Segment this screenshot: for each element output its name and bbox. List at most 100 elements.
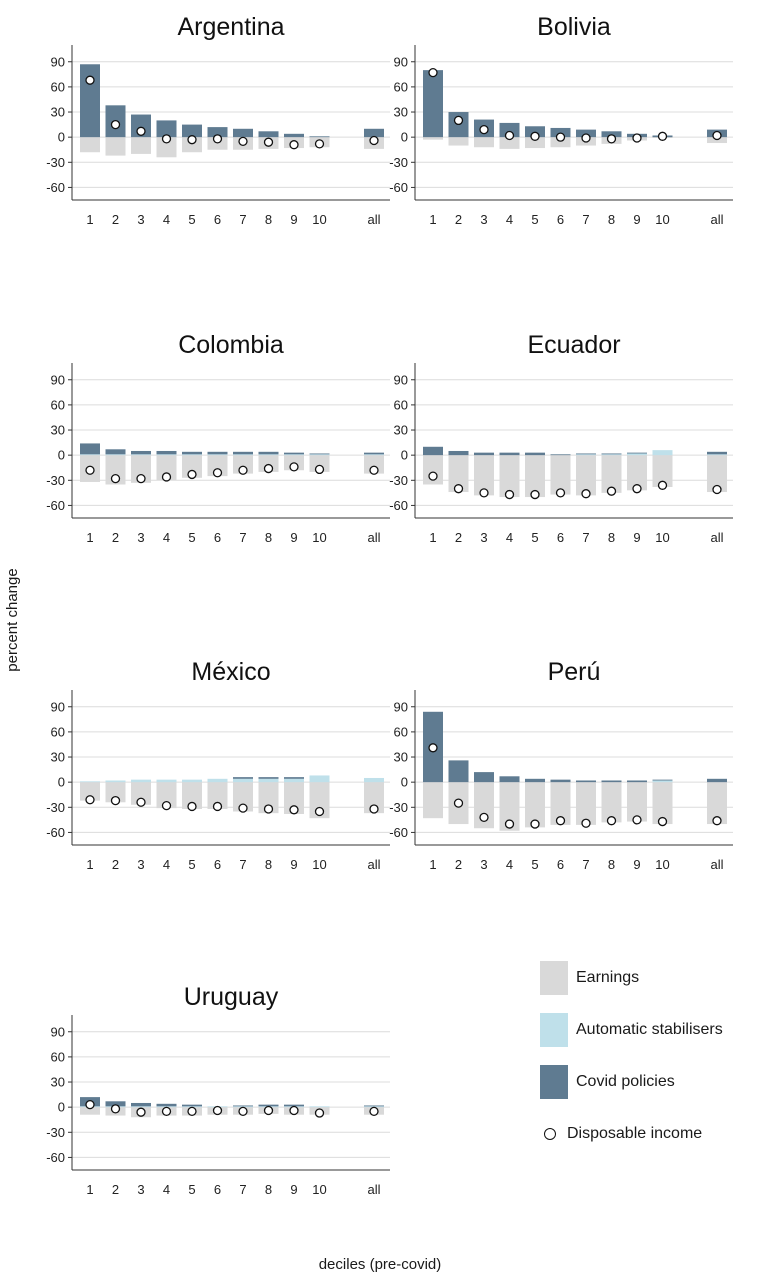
bar-earnings — [156, 455, 177, 481]
bar-earnings — [105, 782, 126, 803]
point-disposable-income — [632, 133, 642, 143]
point-disposable-income — [187, 135, 197, 145]
y-tick-label: 60 — [51, 724, 65, 739]
panel-uruguay: Uruguay 90 60 30 0 -30 -60 1 2 3 4 5 6 7 8 9 10 all — [46, 983, 390, 1197]
point-disposable-income — [314, 1108, 325, 1118]
bar-automatic-stabilisers — [284, 454, 304, 456]
panel-argentina: Argentina 90 60 30 0 -30 -60 1 2 3 4 5 6 7 8 9 10 all — [46, 13, 390, 227]
bar-covid-policies — [309, 136, 330, 138]
bar-earnings — [499, 782, 520, 831]
x-tick-label: 6 — [557, 530, 564, 545]
bar-earnings — [131, 455, 151, 483]
bar-covid-policies — [258, 1104, 279, 1107]
bar-earnings — [105, 137, 126, 156]
y-tick-label: 30 — [51, 105, 65, 120]
x-tick-label: 8 — [608, 857, 615, 872]
point-disposable-income — [504, 819, 515, 829]
bar-earnings — [105, 455, 126, 485]
x-tick-label: 9 — [633, 530, 640, 545]
x-tick-label: 7 — [239, 1182, 246, 1197]
x-tick-label: 1 — [429, 212, 436, 227]
bar-automatic-stabilisers — [309, 1106, 330, 1108]
bar-earnings — [364, 455, 384, 474]
bar-automatic-stabilisers — [309, 454, 330, 456]
y-tick-label: 0 — [401, 448, 408, 463]
chart-title: México — [191, 658, 270, 686]
x-tick-label: all — [710, 857, 723, 872]
point-disposable-income — [85, 75, 95, 85]
bar-earnings — [525, 137, 545, 149]
bar-automatic-stabilisers — [284, 778, 304, 783]
bar-automatic-stabilisers — [182, 779, 202, 783]
bar-automatic-stabilisers — [105, 780, 126, 783]
bar-earnings — [474, 455, 494, 496]
y-tick-label: 90 — [51, 54, 65, 69]
x-tick-label: 10 — [312, 212, 326, 227]
point-disposable-income — [504, 130, 515, 141]
point-disposable-income — [85, 465, 95, 475]
x-tick-label: 10 — [312, 530, 326, 545]
bar-earnings — [423, 782, 443, 819]
x-tick-label: 6 — [214, 212, 221, 227]
legend-label-earnings: Earnings — [576, 969, 640, 986]
bar-covid-policies — [652, 779, 673, 781]
y-tick-label: 30 — [394, 105, 408, 120]
y-tick-label: 60 — [394, 79, 408, 94]
bar-earnings — [284, 782, 304, 814]
y-tick-label: 60 — [51, 1049, 65, 1064]
bar-earnings — [258, 782, 279, 814]
x-tick-label: 3 — [480, 857, 487, 872]
bar-covid-policies — [364, 128, 384, 138]
point-disposable-income — [555, 816, 566, 826]
y-tick-label: 0 — [401, 775, 408, 790]
legend-label-covid-policies: Covid policies — [576, 1073, 675, 1090]
y-tick-label: -30 — [46, 155, 65, 170]
x-tick-label: 4 — [163, 212, 170, 227]
y-tick-label: 30 — [394, 750, 408, 765]
panel-bolivia: Bolivia 90 60 30 0 -30 -60 1 2 3 4 5 6 7 8 9 10 all — [389, 13, 733, 227]
y-axis-label: percent change — [4, 568, 21, 672]
bar-earnings — [652, 782, 673, 825]
legend-label-automatic-stabilisers: Automatic stabilisers — [576, 1021, 723, 1038]
bar-earnings — [707, 455, 727, 493]
legend-item-disposable-income: Disposable income — [540, 1116, 702, 1152]
y-tick-label: -30 — [46, 473, 65, 488]
point-disposable-income — [428, 743, 438, 753]
y-tick-label: 0 — [58, 130, 65, 145]
point-disposable-income — [657, 480, 668, 490]
point-disposable-income — [212, 801, 223, 812]
bar-automatic-stabilisers — [207, 454, 228, 456]
bar-covid-policies — [233, 451, 253, 455]
bar-earnings — [627, 455, 647, 491]
x-tick-label: 1 — [86, 1182, 93, 1197]
point-disposable-income — [212, 1105, 223, 1116]
bar-covid-policies — [499, 452, 520, 456]
bar-covid-policies — [80, 443, 100, 455]
bar-covid-policies — [364, 1105, 384, 1107]
x-tick-label: 7 — [582, 212, 589, 227]
x-tick-label: 4 — [163, 530, 170, 545]
x-tick-label: 7 — [582, 530, 589, 545]
y-tick-label: 30 — [394, 423, 408, 438]
x-tick-label: 1 — [429, 530, 436, 545]
x-tick-label: 5 — [188, 1182, 195, 1197]
x-tick-label: 1 — [86, 530, 93, 545]
y-tick-label: -60 — [389, 825, 408, 840]
bar-covid-policies — [284, 777, 304, 779]
bar-covid-policies — [233, 128, 253, 138]
bar-covid-policies — [627, 780, 647, 783]
point-disposable-income — [504, 489, 515, 500]
x-tick-label: 3 — [480, 530, 487, 545]
legend-swatch-automatic-stabilisers — [540, 1013, 568, 1047]
x-tick-label: 10 — [655, 857, 669, 872]
point-disposable-income — [581, 818, 591, 828]
x-tick-label: 9 — [290, 212, 297, 227]
bar-earnings — [423, 137, 443, 140]
bar-earnings — [80, 1107, 100, 1115]
y-tick-label: 30 — [51, 1075, 65, 1090]
bar-earnings — [233, 782, 253, 812]
x-tick-label: 9 — [290, 1182, 297, 1197]
point-disposable-income — [161, 1106, 172, 1117]
x-tick-label: 7 — [239, 530, 246, 545]
